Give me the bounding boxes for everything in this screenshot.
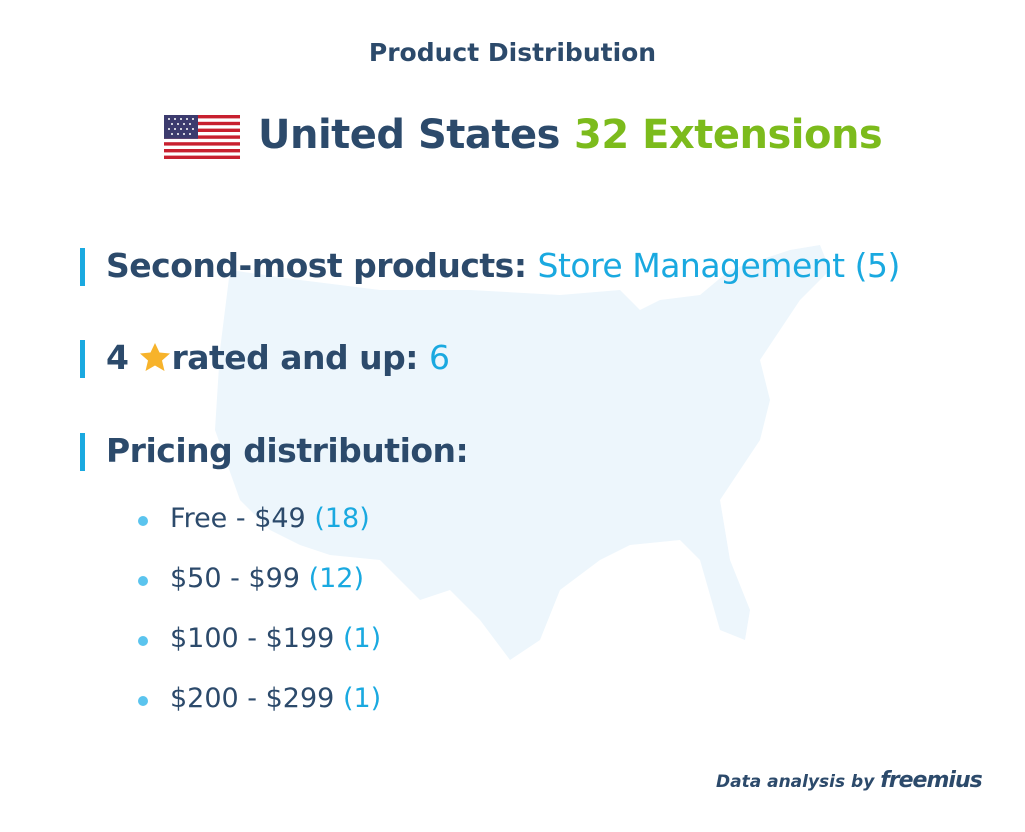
price-range: $50 - $99 [170, 563, 300, 594]
bullet [138, 576, 148, 586]
fact-label: rated and up: [171, 338, 418, 377]
price-range: $200 - $299 [170, 683, 335, 714]
fact-value: Store Management (5) [537, 246, 901, 285]
price-range: $100 - $199 [170, 623, 335, 654]
price-count: (12) [308, 563, 365, 594]
footer: Data analysis by freemius [716, 768, 983, 793]
accent-bar [80, 248, 85, 286]
accent-bar [80, 340, 85, 378]
fact: 4 rated and up: 6 [106, 338, 450, 377]
us-flag [164, 115, 240, 159]
price-range: Free - $49 [170, 503, 306, 534]
title: Product Distribution [368, 38, 657, 67]
bullet [138, 516, 148, 526]
extension-count: 32 Extensions [574, 112, 883, 158]
fact: Second-most products: Store Management (… [106, 246, 900, 285]
price-item: $200 - $299 (1) [170, 683, 381, 714]
footer-text: Data analysis by [716, 772, 875, 792]
fact-value: 6 [428, 338, 450, 377]
accent-bar [80, 433, 85, 471]
country-name: United States [258, 112, 560, 158]
price-item: $50 - $99 (12) [170, 563, 364, 594]
fact-label: Second-most products: [106, 246, 527, 285]
price-count: (18) [314, 503, 370, 534]
rating: 4 [106, 338, 129, 377]
price-item: $100 - $199 (1) [170, 623, 381, 654]
price-item: Free - $49 (18) [170, 503, 370, 534]
price-count: (1) [342, 623, 382, 654]
star-icon [140, 343, 171, 371]
bullet [138, 696, 148, 706]
fact-label: Pricing distribution: [106, 431, 469, 470]
price-count: (1) [342, 683, 382, 714]
bullet [138, 636, 148, 646]
brand: freemius [880, 768, 982, 793]
